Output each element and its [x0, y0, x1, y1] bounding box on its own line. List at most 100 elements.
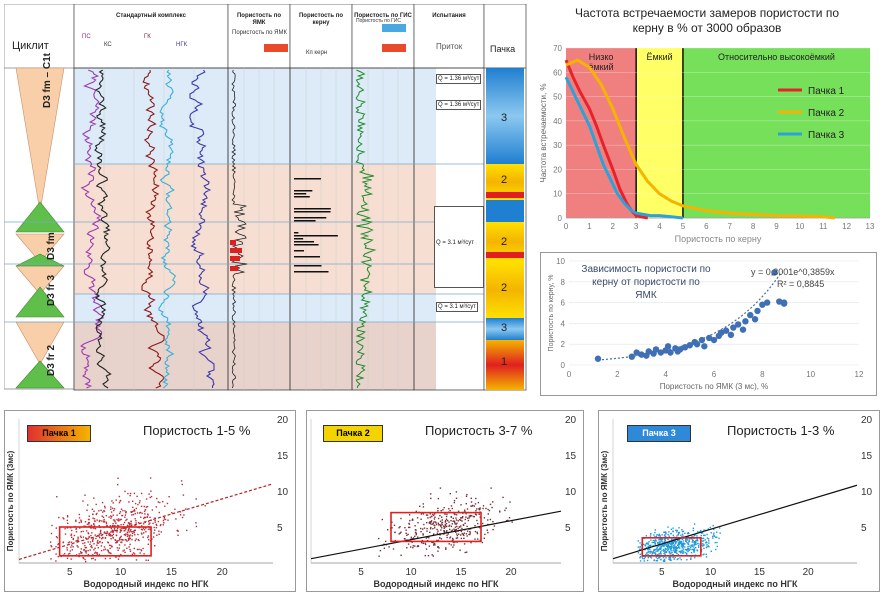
scatter-point [135, 559, 138, 561]
scatter-point [470, 542, 472, 544]
core-nmr-chart-svg: 0 2 4 6 8 10 0 2 4 6 8 10 12 Пористость по ЯМК (3 мс)… [548, 257, 864, 391]
scatter-point [690, 552, 693, 554]
scatter-point [98, 553, 100, 556]
scatter-point [66, 527, 69, 529]
scatter-point [119, 538, 121, 541]
scatter-point [66, 557, 69, 559]
scatter-point [157, 520, 160, 523]
scatter-point [387, 529, 389, 531]
scatter-point [136, 512, 139, 514]
scatter-point [661, 544, 663, 546]
scatter-point [82, 557, 85, 560]
scatter-point [683, 550, 685, 552]
scatter-point [663, 541, 665, 544]
scatter-point [100, 549, 103, 552]
scatter-point [135, 507, 137, 510]
scatter-point [433, 533, 435, 535]
scatter-point [465, 533, 468, 535]
scatter-point [400, 531, 402, 533]
scatter-point [142, 527, 145, 530]
scatter-point [652, 539, 655, 542]
scatter-point [487, 519, 489, 521]
scatter-point [118, 537, 121, 539]
scatter-point [639, 557, 641, 559]
scatter-point [111, 529, 113, 531]
scatter-point [471, 505, 473, 507]
scatter-point [103, 549, 105, 551]
scatter-point [680, 540, 682, 543]
scatter-point [670, 547, 673, 549]
scatter-point [704, 534, 706, 537]
cn-point [710, 336, 718, 344]
scatter-point [124, 510, 126, 512]
cycle-green-3 [15, 286, 65, 318]
freq-xtick: 9 [774, 222, 779, 231]
scatter-point [685, 538, 687, 540]
well-log-panel: Циклит Стандартный комплекс Пористость п… [3, 3, 528, 392]
scatter-point [414, 545, 416, 547]
header-pack: Пачка [490, 44, 516, 54]
scatter-point [94, 528, 97, 530]
scatter-point [478, 508, 480, 510]
scatter-point [484, 533, 486, 536]
well-log-svg [3, 3, 527, 391]
scatter-point [408, 522, 410, 525]
freq-xtick: 3 [634, 222, 639, 231]
scatter-point [434, 521, 437, 523]
scatter-ylabel: Пористость по ЯМК (3мс) [6, 450, 15, 551]
scatter-point [88, 523, 90, 525]
scatter-point [119, 519, 121, 521]
scatter-point [714, 541, 716, 544]
scatter-point [405, 529, 407, 531]
scatter-point [159, 501, 161, 504]
scatter-point [429, 522, 431, 524]
scatter-point [62, 517, 64, 519]
scatter-point [134, 539, 136, 542]
scatter-point [648, 546, 650, 548]
scatter-point [658, 541, 661, 543]
scatter-point [443, 527, 445, 529]
scatter-point [84, 550, 87, 553]
scatter-point [440, 525, 442, 528]
scatter-point [681, 529, 683, 531]
cn-point [771, 269, 778, 276]
scatter-point [673, 541, 675, 543]
scatter-point [439, 524, 441, 526]
scatter-point [116, 514, 118, 516]
scatter-point [151, 538, 153, 540]
scatter-point [667, 549, 669, 552]
scatter-point [692, 529, 694, 532]
scatter-point [105, 515, 108, 517]
scatter-point [659, 559, 662, 561]
scatter-point [88, 535, 90, 538]
header-inflow: Приток [436, 42, 463, 51]
cn-xlabel: Пористость по ЯМК (3 мс), % [660, 382, 769, 391]
scatter-point [433, 518, 436, 520]
scatter-xtick: 15 [455, 567, 467, 578]
sub-label-ngk: НГК [176, 42, 188, 48]
scatter-point [71, 549, 73, 551]
scatter-point [674, 544, 676, 546]
cn-xtick: 8 [760, 370, 765, 379]
scatter-point [92, 538, 94, 540]
scatter-point [114, 539, 117, 541]
scatter-point [508, 517, 511, 519]
scatter-point [462, 524, 465, 526]
scatter-point [84, 545, 86, 547]
scatter-point [655, 535, 658, 537]
scatter-point [638, 548, 641, 550]
zone-2 [636, 48, 683, 218]
scatter-point [685, 549, 688, 551]
header-tests: Испытания [432, 13, 466, 19]
scatter-point [78, 517, 81, 519]
scatter-point [97, 539, 99, 542]
scatter-point [80, 519, 82, 521]
scatter-point [110, 538, 112, 540]
scatter-point [120, 530, 123, 532]
scatter-point [702, 540, 705, 542]
scatter-point [422, 503, 424, 505]
scatter-point [432, 555, 434, 557]
scatter-point [143, 553, 145, 555]
scatter-point [140, 549, 142, 551]
scatter-point [134, 553, 136, 555]
